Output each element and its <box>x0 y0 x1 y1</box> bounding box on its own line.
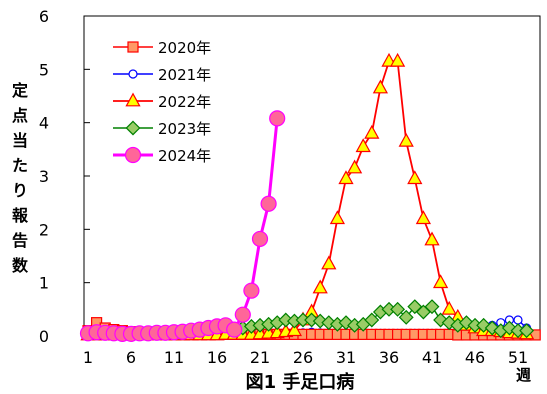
series-2022-point <box>432 274 449 289</box>
series-2023 <box>235 299 535 339</box>
series-2022-point <box>312 279 328 294</box>
plot-area-frame <box>83 15 541 337</box>
series-2023-point <box>304 312 320 328</box>
legend-label: 2022年 <box>158 93 211 111</box>
series-2022-point <box>389 52 406 67</box>
series-2021-point <box>513 315 523 325</box>
series-layer <box>79 52 541 342</box>
x-axis: 1 6 11 16 21 26 31 36 41 46 51 <box>83 331 528 367</box>
x-tick-label: 6 <box>126 348 136 367</box>
series-2023-point <box>458 315 474 331</box>
x-tick-label: 26 <box>293 348 313 367</box>
y-tick-label: 2 <box>39 220 49 239</box>
series-2022-point <box>424 231 440 246</box>
legend-item-2021: 2021年 <box>113 66 211 84</box>
x-tick-label: 31 <box>336 348 356 367</box>
y-axis-label-char: 告 <box>12 231 28 250</box>
series-2023-point <box>519 323 535 339</box>
x-tick-label: 21 <box>250 348 270 367</box>
x-tick-label: 1 <box>83 348 93 367</box>
series-2023-point <box>364 312 380 328</box>
series-2022-point <box>338 170 354 185</box>
y-tick-label: 1 <box>39 274 49 293</box>
legend-marker <box>127 41 139 53</box>
series-2022-point <box>372 79 389 94</box>
y-tick-label: 4 <box>39 114 49 133</box>
y-tick-label: 6 <box>39 7 49 26</box>
chart-title: 図1 手足口病 <box>246 371 355 393</box>
series-2023-point <box>407 299 423 315</box>
series-2022-point <box>407 170 423 185</box>
legend-label: 2020年 <box>158 39 211 57</box>
legend-item-2020: 2020年 <box>113 39 211 57</box>
x-tick-label: 11 <box>164 348 184 367</box>
series-2024-point <box>226 321 243 338</box>
y-axis-label-char: た <box>12 156 28 175</box>
y-tick-label: 5 <box>39 60 49 79</box>
legend-label: 2024年 <box>158 147 211 165</box>
series-2023-point <box>321 315 337 331</box>
legend-label: 2023年 <box>158 120 211 138</box>
y-tick-label: 3 <box>39 167 49 186</box>
y-axis-label-char: 点 <box>12 106 28 125</box>
x-tick-label: 16 <box>207 348 227 367</box>
series-2022-point <box>329 210 346 225</box>
legend-item-2024: 2024年 <box>113 146 211 165</box>
series-2023-point <box>278 312 294 328</box>
series-2023-point <box>424 299 440 315</box>
x-tick-label: 41 <box>422 348 442 367</box>
legend-marker <box>125 120 141 136</box>
x-tick-label: 46 <box>465 348 485 367</box>
series-2024-point <box>260 195 277 212</box>
series-2023-point <box>390 301 406 317</box>
series-2022-point <box>364 124 380 139</box>
series-2022-point <box>441 300 457 315</box>
series-2023-point <box>398 309 414 325</box>
series-2024-point <box>269 110 286 127</box>
legend: 2020年 2021年 2022年 2023年 2024年 <box>113 39 211 165</box>
series-2022 <box>80 52 535 341</box>
legend-marker <box>125 92 141 107</box>
y-axis: 0 1 2 3 4 5 6 <box>39 7 90 346</box>
series-2022-point <box>286 322 303 337</box>
y-axis-label-char: 定 <box>11 81 28 100</box>
x-axis-label: 週 <box>516 366 531 384</box>
series-2023-point <box>476 317 492 333</box>
x-tick-label: 51 <box>508 348 528 367</box>
series-2022-point <box>346 159 363 174</box>
legend-item-2022: 2022年 <box>113 92 211 111</box>
legend-item-2023: 2023年 <box>113 120 211 138</box>
y-axis-label-char: 数 <box>12 256 29 275</box>
series-2022-point <box>355 138 371 153</box>
y-axis-label-char: 当 <box>12 131 28 150</box>
series-2022-point <box>415 210 432 225</box>
legend-marker <box>124 146 142 164</box>
series-2024-point <box>234 306 251 323</box>
y-axis-label-char: り <box>12 181 28 200</box>
series-2024-point <box>243 282 260 299</box>
x-tick-label: 36 <box>379 348 399 367</box>
series-2024 <box>79 110 286 342</box>
legend-label: 2021年 <box>158 66 211 84</box>
series-2023-point <box>441 315 457 331</box>
series-2022-line <box>88 60 527 336</box>
series-2022-point <box>321 255 337 270</box>
y-axis-label-char: 報 <box>12 206 29 225</box>
series-2024-point <box>251 230 269 248</box>
y-tick-label: 0 <box>39 327 49 346</box>
series-2022-point <box>398 132 414 147</box>
legend-marker <box>128 69 138 79</box>
